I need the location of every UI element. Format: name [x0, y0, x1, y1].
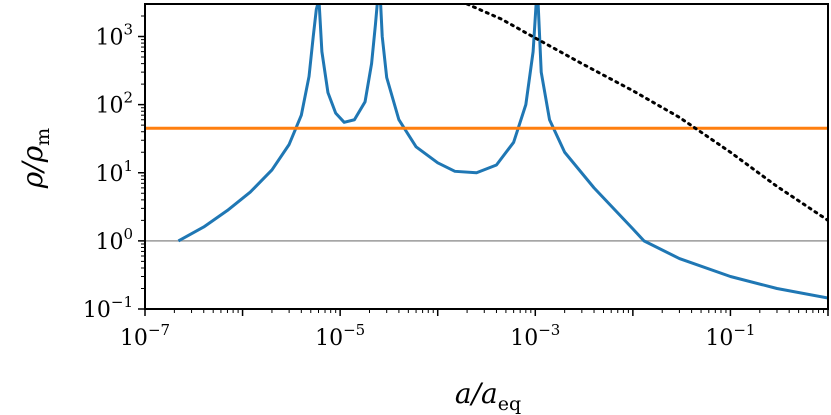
y-tick-label: 102	[95, 89, 133, 119]
x-axis-label-sub: eq	[498, 393, 521, 415]
y-axis-label-main: ρ/ρ	[16, 145, 49, 189]
x-axis-label-main: a/a	[455, 377, 498, 410]
y-tick-label: 100	[95, 225, 133, 255]
y-axis-label-sub: m	[32, 128, 54, 146]
y-tick-label: 103	[95, 21, 133, 51]
series-0-segment-1	[317, 4, 379, 124]
y-tick-label: 10−1	[83, 293, 133, 323]
series-0-segment-3	[536, 4, 828, 300]
y-tick-label: 101	[95, 157, 133, 187]
plot-frame	[144, 3, 829, 310]
x-tick-label: 10−3	[510, 321, 560, 351]
series-layer	[145, 4, 828, 300]
ticks-layer: 10−7 10−5 10−3 10−1 10−1 100 101 102 103	[83, 15, 829, 351]
series-0-segment-0	[177, 4, 320, 243]
y-axis-label: ρ/ρm	[16, 128, 54, 189]
series-2-line	[465, 4, 828, 222]
x-axis-label: a/aeq	[455, 377, 521, 415]
series-0-segment-2	[379, 4, 538, 175]
x-tick-label: 10−7	[120, 321, 170, 351]
x-tick-label: 10−5	[315, 321, 365, 351]
x-tick-label: 10−1	[705, 321, 755, 351]
